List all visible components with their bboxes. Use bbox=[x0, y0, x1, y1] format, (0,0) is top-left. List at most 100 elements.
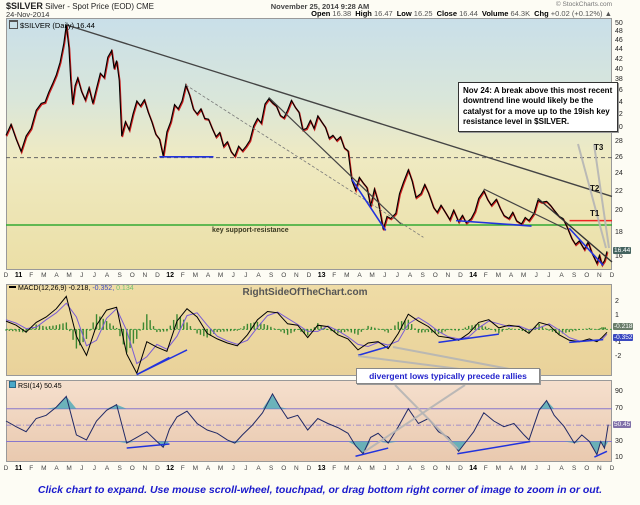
x-axis-label: A bbox=[104, 272, 110, 279]
x-axis-label: J bbox=[395, 272, 399, 279]
x-axis-label: A bbox=[407, 272, 413, 279]
x-axis-label: F bbox=[29, 465, 34, 472]
x-axis-label: F bbox=[483, 272, 488, 279]
current-value-pill-macd: -0.218 bbox=[613, 323, 634, 331]
x-axis-label: A bbox=[104, 465, 110, 472]
x-axis-label: A bbox=[357, 465, 362, 472]
watermark: RightSideOfTheChart.com bbox=[242, 287, 368, 298]
x-axis-label: A bbox=[205, 272, 211, 279]
axis-tick-price: 22 bbox=[615, 187, 623, 195]
x-axis-label: F bbox=[332, 465, 337, 472]
x-axis-label: D bbox=[155, 465, 160, 472]
x-axis-label: M bbox=[369, 465, 375, 472]
quote-label: Open bbox=[311, 9, 331, 18]
rsi-value: 50.45 bbox=[44, 383, 62, 390]
callout-pointer-line bbox=[392, 346, 521, 372]
x-axis-label: S bbox=[268, 465, 274, 472]
callout-pointer-line bbox=[363, 384, 466, 453]
x-axis-label: A bbox=[256, 465, 261, 472]
quote-value: 16.44 bbox=[457, 9, 478, 18]
x-axis-label: O bbox=[129, 272, 135, 279]
silver-price-shadow bbox=[5, 25, 609, 268]
x-axis-label: M bbox=[217, 465, 224, 472]
rsi-panel[interactable] bbox=[6, 380, 612, 462]
x-axis-label: J bbox=[395, 465, 399, 472]
x-axis-row-top: D 11 F M A M J J A S O N D 12 F M A M J J A S O N D 13 F M A M J J A S O N D… bbox=[0, 271, 615, 282]
price-panel-legend-text: $SILVER (Daily) 16.44 bbox=[20, 21, 95, 30]
x-axis-label: 12 bbox=[166, 465, 175, 472]
callout-pointer-line bbox=[577, 143, 607, 249]
x-axis-label: A bbox=[559, 272, 564, 279]
x-axis-label: A bbox=[54, 272, 59, 279]
x-axis-label: M bbox=[192, 272, 199, 279]
x-axis-label: J bbox=[547, 465, 551, 472]
x-axis-label: O bbox=[584, 272, 590, 279]
x-axis-label: J bbox=[383, 465, 387, 472]
x-axis-label: N bbox=[597, 272, 602, 279]
x-axis-label: N bbox=[142, 465, 148, 472]
x-axis-label: N bbox=[294, 272, 299, 279]
macd-value-main: -0.218, bbox=[68, 285, 91, 292]
x-axis-label: O bbox=[281, 272, 287, 279]
x-axis-label: J bbox=[534, 465, 538, 472]
t3-label: T3 bbox=[594, 143, 604, 152]
quote-value: 64.3K bbox=[508, 9, 531, 18]
x-axis-label: M bbox=[495, 272, 502, 279]
x-axis-label: A bbox=[357, 272, 362, 279]
axis-tick-rsi: 10 bbox=[615, 453, 623, 461]
axis-tick-price: 36 bbox=[615, 87, 623, 95]
macd-divergence-line-3 bbox=[438, 333, 499, 344]
x-axis-label: M bbox=[344, 465, 350, 472]
x-axis-label: M bbox=[217, 272, 224, 279]
blue-support-line-3 bbox=[456, 219, 532, 227]
axis-tick-price: 46 bbox=[615, 37, 623, 45]
x-axis-label: D bbox=[306, 465, 312, 472]
silver-price bbox=[5, 24, 608, 266]
macd-value-signal: -0.352, bbox=[92, 285, 115, 292]
x-axis-label: J bbox=[383, 272, 387, 279]
dashed-downtrend-line bbox=[185, 84, 424, 238]
x-axis-label: N bbox=[445, 272, 451, 279]
chart-settings-icon[interactable] bbox=[9, 20, 18, 29]
x-axis-label: O bbox=[281, 465, 287, 472]
x-axis-label: 14 bbox=[469, 465, 478, 472]
zoom-instructions-caption: Click chart to expand. Use mouse scroll-… bbox=[37, 484, 603, 496]
x-axis-label: F bbox=[332, 272, 337, 279]
downtrend-line-2014 bbox=[483, 188, 568, 230]
macd-divergence-line-4 bbox=[569, 338, 604, 344]
blue-support-line-4 bbox=[568, 227, 604, 266]
quote-label: Close bbox=[436, 9, 458, 18]
x-axis-label: 13 bbox=[317, 465, 326, 472]
x-axis-label: 11 bbox=[14, 465, 23, 472]
ohlc-quote-line: Open 16.38 High 16.47 Low 16.25 Close 16.44… bbox=[307, 9, 612, 18]
x-axis-label: J bbox=[534, 272, 538, 279]
macd-legend-name: MACD(12,26,9) bbox=[18, 285, 67, 292]
price-panel-legend: $SILVER (Daily) 16.44 bbox=[9, 20, 95, 30]
macd-panel[interactable] bbox=[6, 284, 612, 376]
x-axis-label: D bbox=[609, 272, 615, 279]
x-axis-label: D bbox=[458, 465, 463, 472]
x-axis-label: M bbox=[344, 272, 350, 279]
macd-divergence-line-2 bbox=[357, 345, 389, 357]
x-axis-label: S bbox=[268, 272, 274, 279]
x-axis-label: D bbox=[155, 272, 160, 279]
t2-label: T2 bbox=[590, 184, 600, 193]
x-axis-label: D bbox=[458, 272, 463, 279]
quote-label: Low bbox=[396, 9, 412, 18]
axis-tick-rsi: 70 bbox=[615, 404, 623, 412]
quote-value: 16.25 bbox=[411, 9, 433, 18]
rsi-legend: RSI(14) 50.45 bbox=[9, 381, 62, 390]
downtrend-line-2012-13 bbox=[268, 97, 402, 225]
x-axis-label: S bbox=[571, 272, 577, 279]
x-axis-label: S bbox=[117, 272, 122, 279]
x-axis-label: S bbox=[420, 272, 425, 279]
x-axis-label: J bbox=[547, 272, 551, 279]
x-axis-label: J bbox=[92, 272, 96, 279]
x-axis-row-bottom: D 11 F M A M J J A S O N D 12 F M A M J J A S O N D 13 F M A M J J A S O N D… bbox=[0, 464, 615, 475]
axis-tick-price: 40 bbox=[615, 65, 623, 73]
x-axis-label: F bbox=[180, 465, 185, 472]
quote-value: 16.47 bbox=[371, 9, 393, 18]
quote-label: Chg bbox=[534, 9, 549, 18]
rsi-indicator-icon[interactable] bbox=[9, 381, 16, 388]
